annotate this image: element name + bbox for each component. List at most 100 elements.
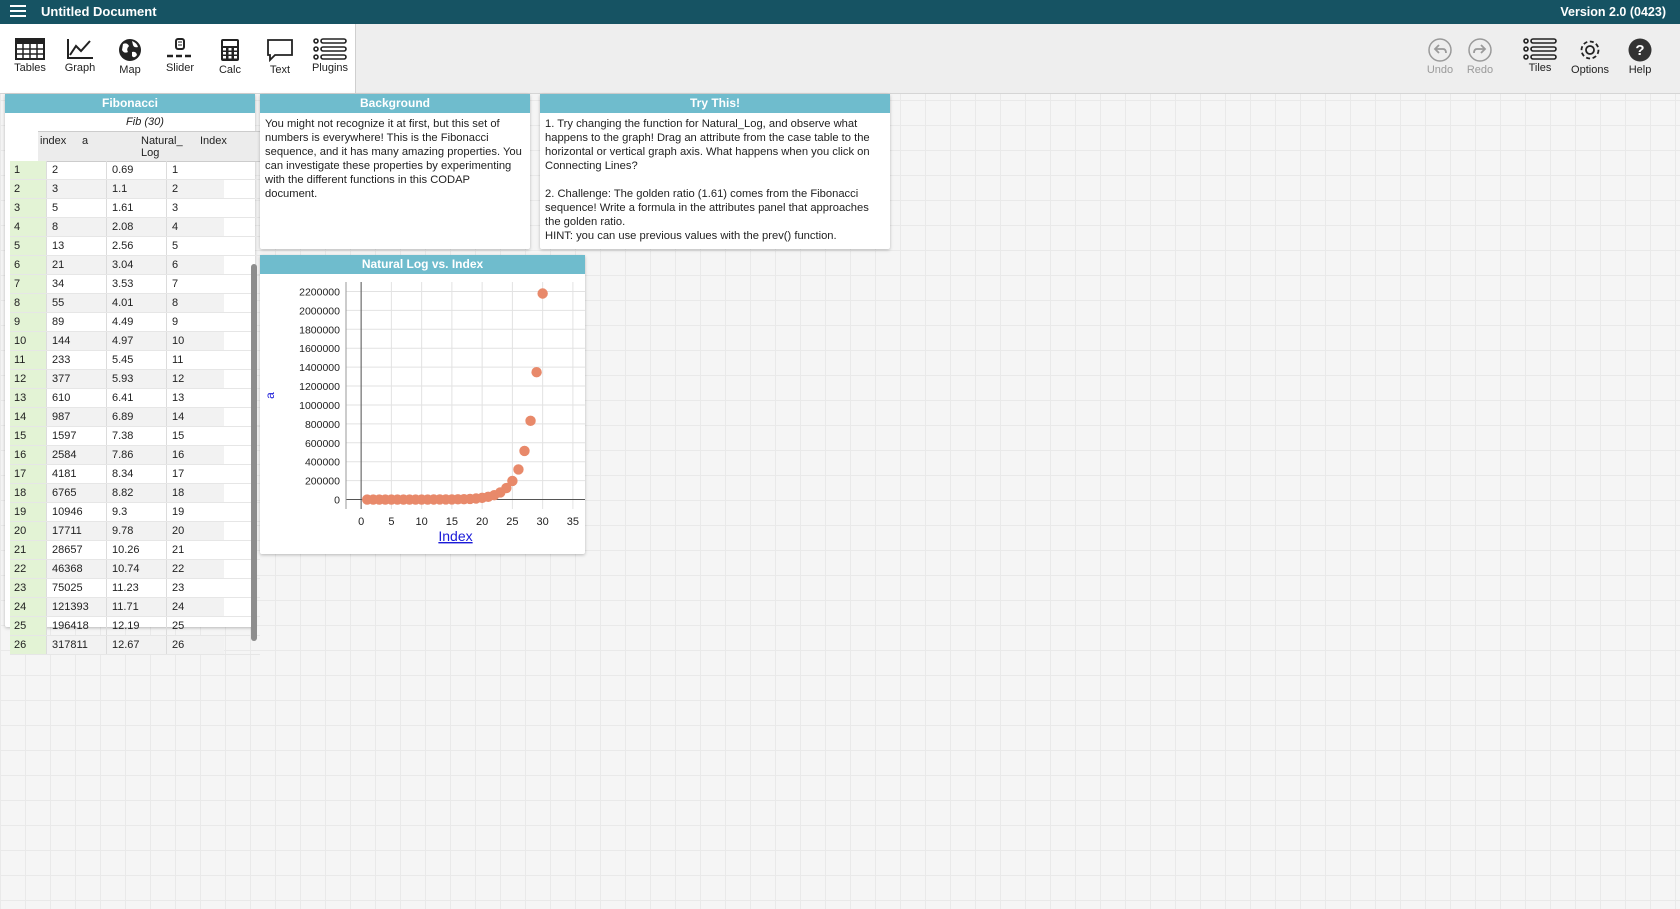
cell-index[interactable]: 21 <box>166 541 224 559</box>
cell-a[interactable]: 987 <box>46 408 106 426</box>
table-row[interactable]: 13 610 6.41 13 <box>10 389 260 408</box>
cell-natural-log[interactable]: 6.41 <box>106 389 166 407</box>
document-title[interactable]: Untitled Document <box>41 4 157 19</box>
column-header-natural-log[interactable]: Natural_ Log <box>141 135 183 159</box>
table-row[interactable]: 11 233 5.45 11 <box>10 351 260 370</box>
cell-index[interactable]: 3 <box>166 199 224 217</box>
table-row[interactable]: 4 8 2.08 4 <box>10 218 260 237</box>
help-button[interactable]: ? Help <box>1615 32 1665 90</box>
row-index-cell[interactable]: 8 <box>10 294 46 312</box>
data-point[interactable] <box>519 445 530 457</box>
row-index-cell[interactable]: 4 <box>10 218 46 236</box>
try-this-title[interactable]: Try This! <box>540 94 890 113</box>
cell-natural-log[interactable]: 4.49 <box>106 313 166 331</box>
table-row[interactable]: 14 987 6.89 14 <box>10 408 260 427</box>
cell-a[interactable]: 2 <box>46 161 106 179</box>
cell-index[interactable]: 18 <box>166 484 224 502</box>
data-point[interactable] <box>525 415 536 427</box>
cell-natural-log[interactable]: 2.56 <box>106 237 166 255</box>
row-index-cell[interactable]: 26 <box>10 636 46 654</box>
cell-a[interactable]: 21 <box>46 256 106 274</box>
cell-natural-log[interactable]: 12.67 <box>106 636 166 654</box>
cell-index[interactable]: 2 <box>166 180 224 198</box>
table-row[interactable]: 7 34 3.53 7 <box>10 275 260 294</box>
row-index-cell[interactable]: 1 <box>10 161 46 179</box>
column-header-a[interactable]: a <box>82 135 89 147</box>
table-scrollbar[interactable] <box>251 264 257 641</box>
cell-a[interactable]: 10946 <box>46 503 106 521</box>
cell-natural-log[interactable]: 11.23 <box>106 579 166 597</box>
cell-index[interactable]: 9 <box>166 313 224 331</box>
cell-a[interactable]: 1597 <box>46 427 106 445</box>
cell-index[interactable]: 20 <box>166 522 224 540</box>
cell-index[interactable]: 12 <box>166 370 224 388</box>
table-title[interactable]: Fibonacci <box>5 94 255 113</box>
cell-a[interactable]: 610 <box>46 389 106 407</box>
calc-button[interactable]: Calc <box>205 32 255 90</box>
undo-button[interactable]: Undo <box>1415 32 1465 90</box>
cell-natural-log[interactable]: 8.82 <box>106 484 166 502</box>
cell-index[interactable]: 7 <box>166 275 224 293</box>
cell-natural-log[interactable]: 10.26 <box>106 541 166 559</box>
cell-a[interactable]: 377 <box>46 370 106 388</box>
graph-title[interactable]: Natural Log vs. Index <box>260 255 585 274</box>
cell-index[interactable]: 26 <box>166 636 224 654</box>
cell-natural-log[interactable]: 5.93 <box>106 370 166 388</box>
cell-natural-log[interactable]: 4.01 <box>106 294 166 312</box>
table-row[interactable]: 12 377 5.93 12 <box>10 370 260 389</box>
table-row[interactable]: 24 121393 11.71 24 <box>10 598 260 617</box>
try-this-text[interactable]: 1. Try changing the function for Natural… <box>545 118 870 242</box>
row-index-cell[interactable]: 2 <box>10 180 46 198</box>
cell-natural-log[interactable]: 1.1 <box>106 180 166 198</box>
cell-natural-log[interactable]: 2.08 <box>106 218 166 236</box>
cell-a[interactable]: 3 <box>46 180 106 198</box>
case-table-tile[interactable]: Fibonacci Fib (30) index a Natural_ Log … <box>5 94 260 655</box>
row-index-cell[interactable]: 14 <box>10 408 46 426</box>
cell-index[interactable]: 23 <box>166 579 224 597</box>
cell-natural-log[interactable]: 5.45 <box>106 351 166 369</box>
row-index-cell[interactable]: 3 <box>10 199 46 217</box>
row-index-cell[interactable]: 20 <box>10 522 46 540</box>
cell-a[interactable]: 4181 <box>46 465 106 483</box>
column-header-index-attr[interactable]: Index <box>200 135 227 147</box>
row-index-cell[interactable]: 6 <box>10 256 46 274</box>
table-row[interactable]: 17 4181 8.34 17 <box>10 465 260 484</box>
cell-a[interactable]: 233 <box>46 351 106 369</box>
cell-index[interactable]: 16 <box>166 446 224 464</box>
cell-index[interactable]: 5 <box>166 237 224 255</box>
cell-index[interactable]: 13 <box>166 389 224 407</box>
cell-a[interactable]: 121393 <box>46 598 106 616</box>
x-axis-label[interactable]: Index <box>438 528 472 544</box>
cell-index[interactable]: 19 <box>166 503 224 521</box>
cell-index[interactable]: 8 <box>166 294 224 312</box>
row-index-cell[interactable]: 25 <box>10 617 46 635</box>
cell-natural-log[interactable]: 3.04 <box>106 256 166 274</box>
graph-tile[interactable]: Natural Log vs. Index 0 5 10 15 20 25 30 35 0 200… <box>260 255 585 554</box>
row-index-cell[interactable]: 5 <box>10 237 46 255</box>
background-text-tile[interactable]: Background You might not recognize it at… <box>260 94 530 249</box>
row-index-cell[interactable]: 22 <box>10 560 46 578</box>
column-header-index[interactable]: index <box>40 135 67 147</box>
cell-index[interactable]: 1 <box>166 161 224 179</box>
menu-icon[interactable] <box>10 5 26 19</box>
cell-a[interactable]: 89 <box>46 313 106 331</box>
cell-index[interactable]: 11 <box>166 351 224 369</box>
cell-natural-log[interactable]: 7.86 <box>106 446 166 464</box>
cell-natural-log[interactable]: 9.3 <box>106 503 166 521</box>
options-button[interactable]: Options <box>1565 32 1615 90</box>
row-index-cell[interactable]: 10 <box>10 332 46 350</box>
cell-index[interactable]: 24 <box>166 598 224 616</box>
try-this-text-tile[interactable]: Try This! 1. Try changing the function f… <box>540 94 890 249</box>
row-index-cell[interactable]: 23 <box>10 579 46 597</box>
cell-natural-log[interactable]: 12.19 <box>106 617 166 635</box>
cell-index[interactable]: 10 <box>166 332 224 350</box>
slider-button[interactable]: Slider <box>155 32 205 90</box>
table-row[interactable]: 22 46368 10.74 22 <box>10 560 260 579</box>
table-row[interactable]: 1 2 0.69 1 <box>10 161 260 180</box>
row-index-cell[interactable]: 21 <box>10 541 46 559</box>
cell-a[interactable]: 55 <box>46 294 106 312</box>
background-title[interactable]: Background <box>260 94 530 113</box>
scatter-plot[interactable]: 0 5 10 15 20 25 30 35 0 200000 400000 600000 800000 1… <box>260 274 585 554</box>
cell-a[interactable]: 13 <box>46 237 106 255</box>
table-row[interactable]: 25 196418 12.19 25 <box>10 617 260 636</box>
